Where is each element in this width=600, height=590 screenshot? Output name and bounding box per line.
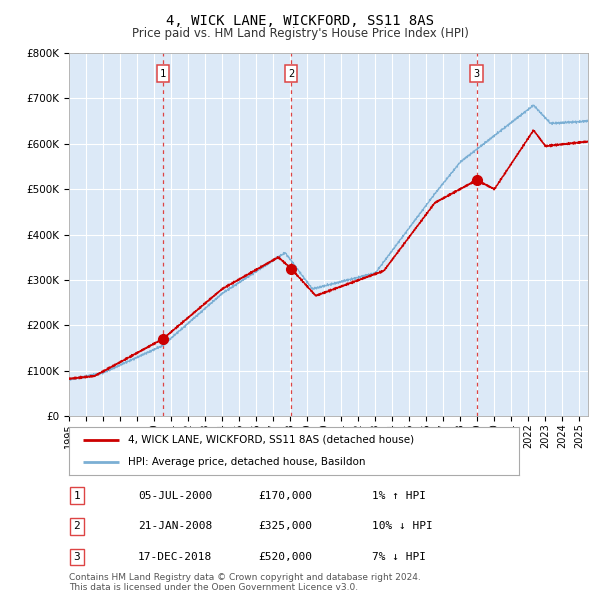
Text: £325,000: £325,000	[258, 522, 312, 531]
Text: 21-JAN-2008: 21-JAN-2008	[138, 522, 212, 531]
Text: 4, WICK LANE, WICKFORD, SS11 8AS: 4, WICK LANE, WICKFORD, SS11 8AS	[166, 14, 434, 28]
Text: 17-DEC-2018: 17-DEC-2018	[138, 552, 212, 562]
Text: 1: 1	[73, 491, 80, 500]
Text: 7% ↓ HPI: 7% ↓ HPI	[372, 552, 426, 562]
Text: £170,000: £170,000	[258, 491, 312, 500]
Text: This data is licensed under the Open Government Licence v3.0.: This data is licensed under the Open Gov…	[69, 583, 358, 590]
Text: 2: 2	[73, 522, 80, 531]
Text: Price paid vs. HM Land Registry's House Price Index (HPI): Price paid vs. HM Land Registry's House …	[131, 27, 469, 40]
Text: 10% ↓ HPI: 10% ↓ HPI	[372, 522, 433, 531]
Text: 2: 2	[288, 68, 294, 78]
Text: 05-JUL-2000: 05-JUL-2000	[138, 491, 212, 500]
Text: 1: 1	[160, 68, 166, 78]
Text: £520,000: £520,000	[258, 552, 312, 562]
Text: 3: 3	[73, 552, 80, 562]
Text: Contains HM Land Registry data © Crown copyright and database right 2024.: Contains HM Land Registry data © Crown c…	[69, 573, 421, 582]
Text: 1% ↑ HPI: 1% ↑ HPI	[372, 491, 426, 500]
Text: 4, WICK LANE, WICKFORD, SS11 8AS (detached house): 4, WICK LANE, WICKFORD, SS11 8AS (detach…	[128, 435, 413, 445]
Text: HPI: Average price, detached house, Basildon: HPI: Average price, detached house, Basi…	[128, 457, 365, 467]
Text: 3: 3	[473, 68, 480, 78]
